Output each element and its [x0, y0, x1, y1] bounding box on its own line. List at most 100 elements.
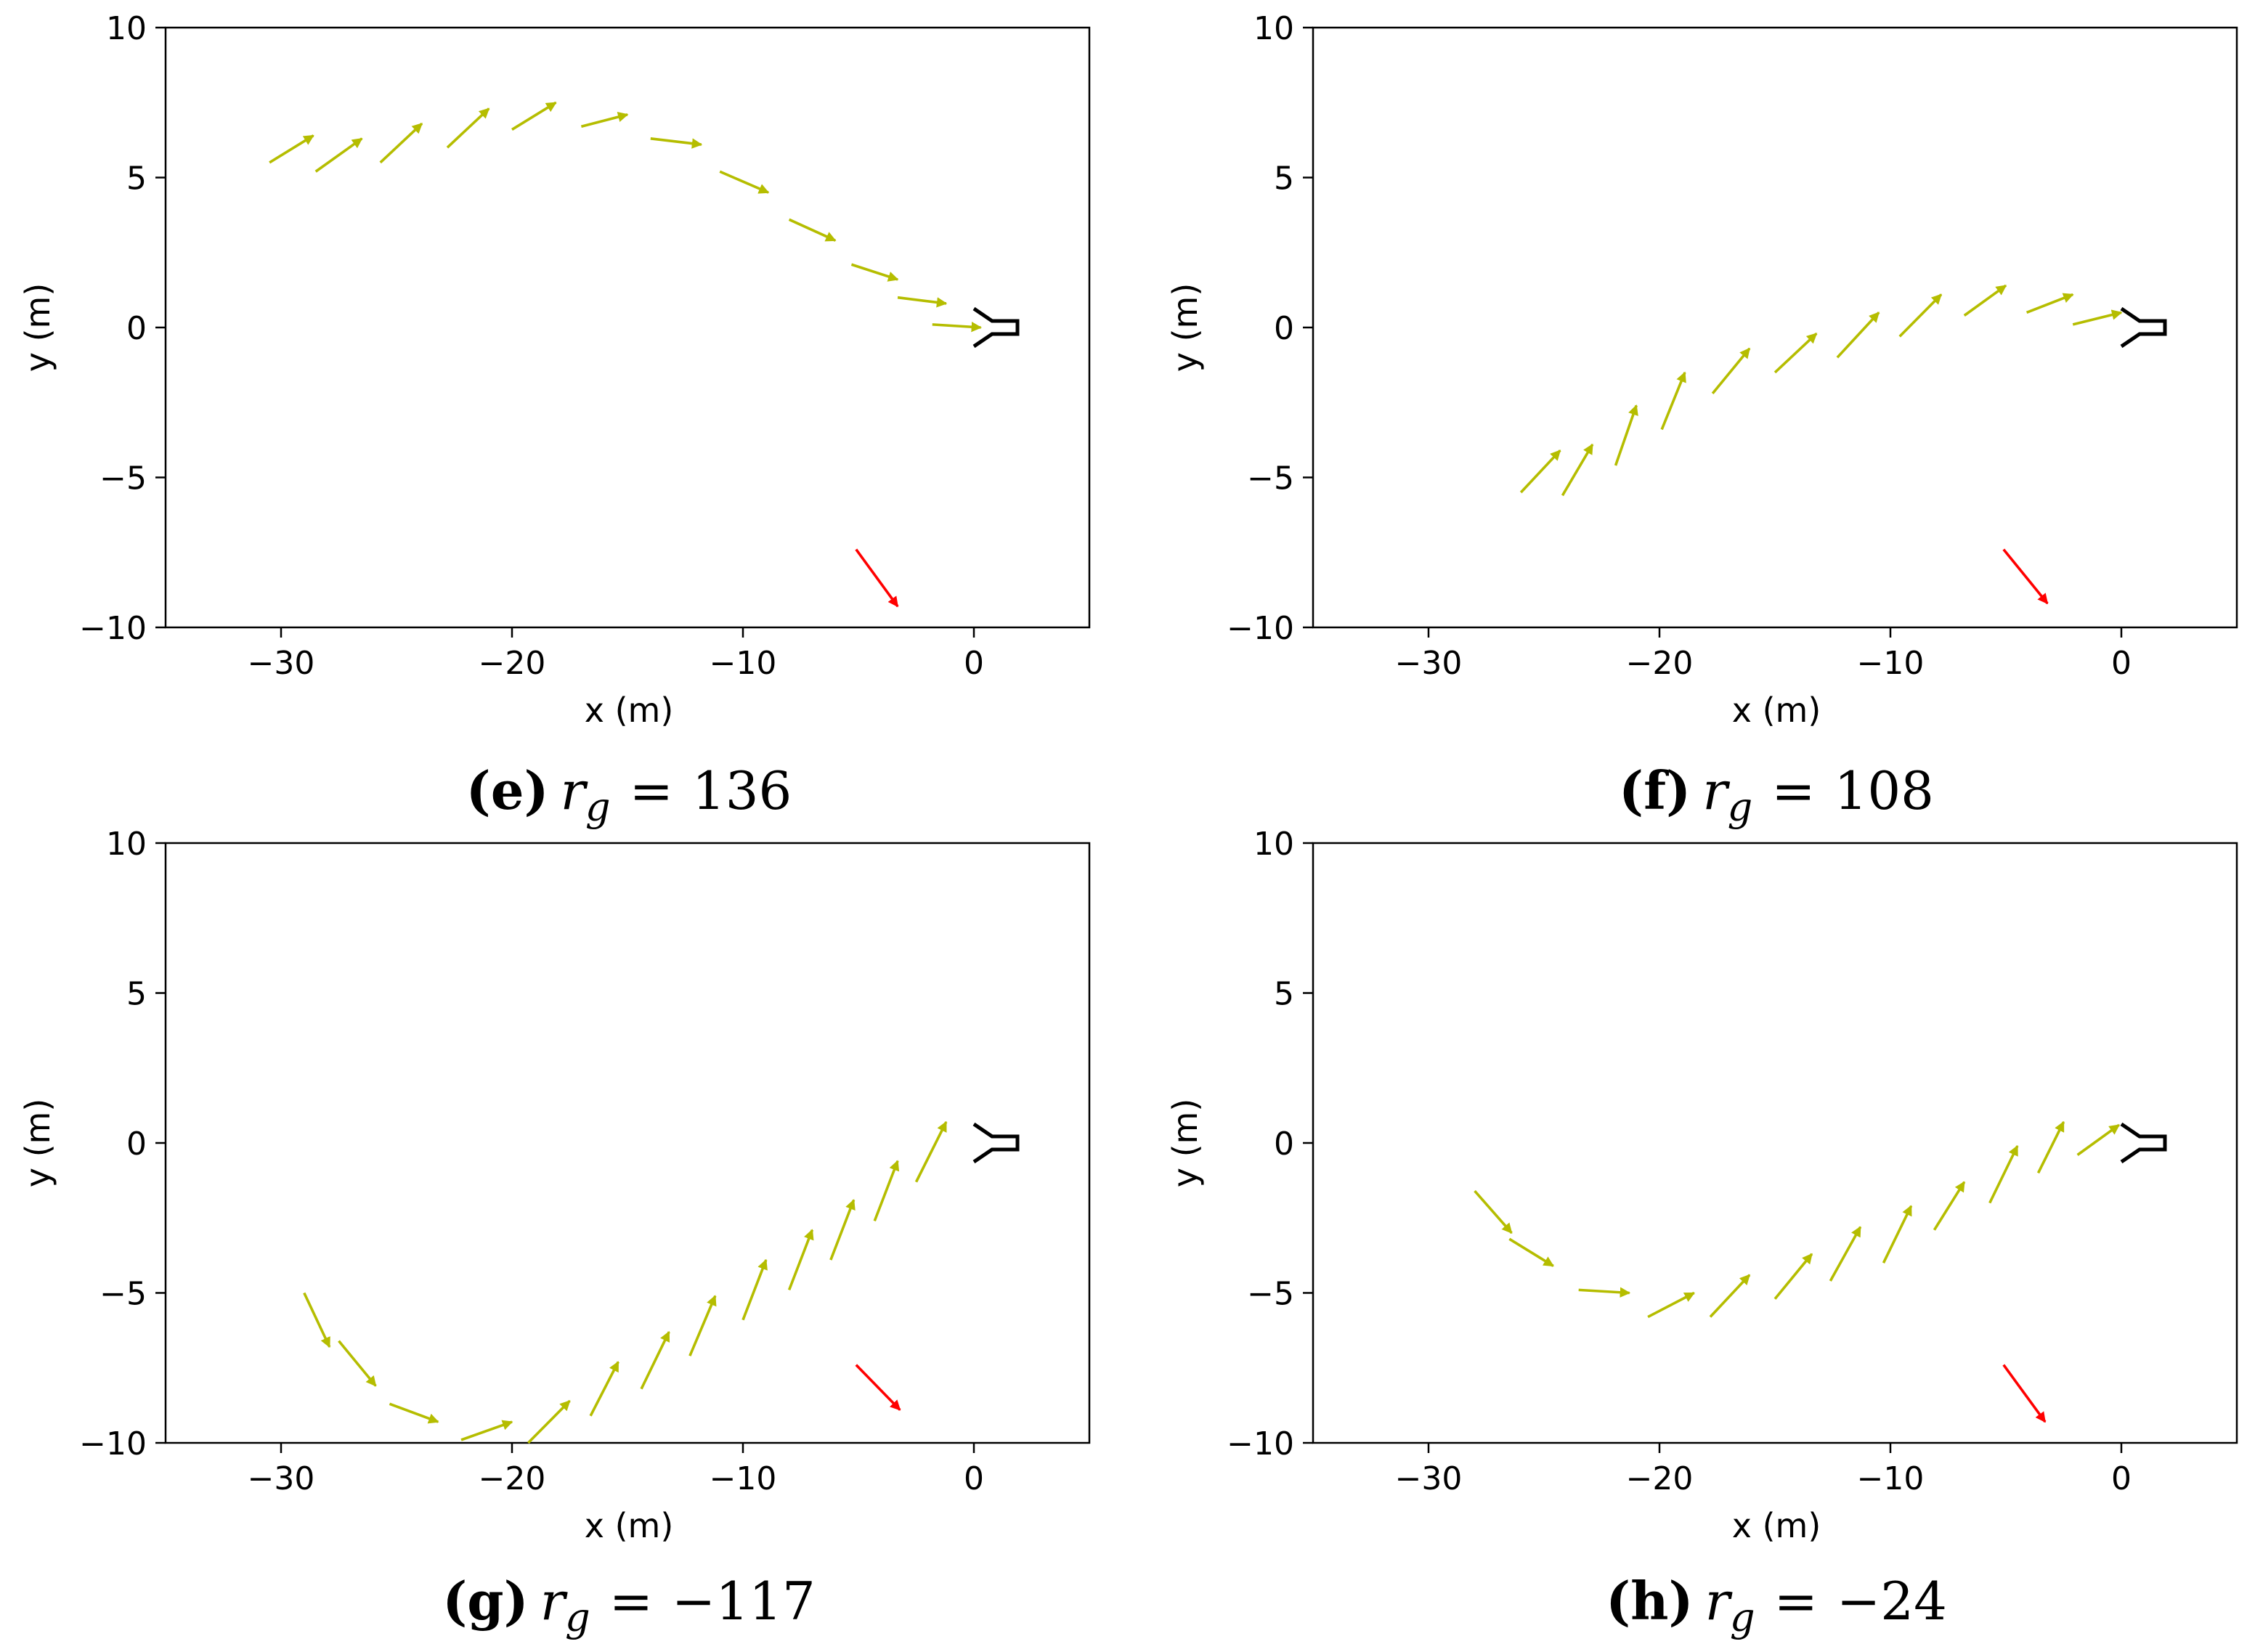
trajectory-arrow [511, 101, 557, 131]
target-arrow [2002, 548, 2049, 605]
caption-equals: = [1771, 760, 1815, 821]
x-tick-label: −20 [479, 645, 546, 682]
axes-frame [164, 26, 1091, 629]
caption-var: r [1705, 1571, 1733, 1632]
y-tick-label: −10 [79, 610, 147, 647]
trajectory-arrow [2036, 1120, 2065, 1174]
caption-value: −24 [1837, 1571, 1947, 1632]
panel-caption: (h) rg = −24 [1606, 1570, 1947, 1640]
target-arrow [855, 1364, 901, 1411]
caption-close: ) [504, 1570, 529, 1632]
trajectory-arrow [2072, 309, 2123, 326]
caption-equals: = [609, 1571, 653, 1632]
trajectory-arrow [527, 1399, 571, 1444]
caption-sub: g [565, 1595, 590, 1640]
vehicle-marker [972, 306, 1020, 349]
y-tick-label: 5 [126, 976, 147, 1013]
y-tick-label: −5 [1247, 1276, 1294, 1313]
caption-var: r [540, 1571, 568, 1632]
panel-e: −30 −20 −10 0 −10 −5 0 5 10 x (m) y (m) (e) rg = 136 [18, 10, 1091, 830]
trajectory-arrow [688, 1295, 717, 1356]
caption-sub: g [585, 784, 611, 830]
x-tick-label: −10 [1857, 1460, 1925, 1497]
trajectory-arrow [1711, 347, 1751, 395]
caption-var: r [561, 760, 588, 821]
trajectory-arrow [314, 137, 363, 173]
trajectory-arrow [640, 1330, 670, 1390]
caption-open: ( [466, 760, 491, 821]
trajectory-arrow [1474, 1189, 1513, 1234]
x-tick-label: −30 [1395, 645, 1463, 682]
trajectory-arrow [1988, 1144, 2019, 1204]
y-tick-label: −5 [1247, 460, 1294, 497]
y-tick-label: 0 [126, 1126, 147, 1163]
caption-equals: = [630, 760, 673, 821]
x-axis-label: x (m) [1732, 1506, 1821, 1545]
trajectory-arrow [829, 1199, 856, 1261]
trajectory-arrow [379, 122, 423, 164]
y-axis-label: y (m) [1166, 1099, 1205, 1188]
target-arrow [2002, 1364, 2047, 1423]
trajectory-arrow [1773, 1253, 1813, 1300]
y-tick-label: 0 [1274, 310, 1294, 347]
x-tick-label: −20 [1626, 1460, 1694, 1497]
y-tick-label: −10 [1227, 1425, 1294, 1462]
trajectory-arrow [303, 1292, 331, 1348]
x-tick-label: −10 [710, 645, 777, 682]
caption-sub: g [1730, 1595, 1755, 1640]
trajectory-arrow [1933, 1181, 1966, 1231]
y-tick-label: −10 [79, 1425, 147, 1462]
caption-value: 108 [1834, 760, 1934, 821]
trajectory-arrow [269, 134, 314, 164]
trajectory-arrow [741, 1258, 768, 1321]
trajectory-arrow [1829, 1226, 1862, 1282]
x-axis-label: x (m) [585, 1506, 674, 1545]
trajectory-arrow [1836, 312, 1880, 359]
trajectory-arrow [914, 1120, 948, 1183]
trajectory-arrow [1647, 1291, 1695, 1319]
x-tick-label: −20 [479, 1460, 546, 1497]
trajectory-arrow [1709, 1274, 1751, 1318]
x-tick-label: −30 [1395, 1460, 1463, 1497]
trajectory-arrow [580, 112, 629, 129]
trajectory-arrow [1773, 332, 1818, 374]
y-tick-label: 5 [126, 160, 147, 198]
trajectory-arrow [1578, 1287, 1631, 1298]
x-tick-label: 0 [2111, 645, 2132, 682]
target-arrow [855, 548, 899, 608]
caption-sub: g [1728, 784, 1753, 830]
axes-frame [164, 842, 1091, 1444]
axes-frame [1312, 26, 2238, 629]
trajectory-arrow [1882, 1205, 1913, 1264]
y-tick-label: 0 [1274, 1126, 1294, 1163]
x-tick-label: 0 [964, 645, 984, 682]
x-tick-label: −30 [248, 645, 315, 682]
caption-var: r [1702, 760, 1730, 821]
panel-caption: (e) rg = 136 [466, 760, 792, 830]
trajectory-arrow [897, 296, 948, 308]
caption-open: ( [442, 1570, 467, 1632]
trajectory-arrow [850, 263, 899, 282]
trajectory-arrow [446, 107, 490, 149]
y-axis-label: y (m) [18, 283, 57, 373]
caption-value: 136 [692, 760, 792, 821]
y-tick-label: 5 [1274, 160, 1294, 198]
trajectory-arrow [1963, 284, 2007, 317]
y-axis-label: y (m) [1166, 283, 1205, 373]
panel-caption: (f) rg = 108 [1619, 760, 1934, 830]
trajectory-arrow [460, 1420, 513, 1441]
caption-close: ) [1669, 1570, 1694, 1632]
caption-letter: g [467, 1570, 503, 1632]
caption-open: ( [1619, 760, 1643, 821]
caption-value: −117 [672, 1571, 816, 1632]
trajectory-arrow [1660, 371, 1686, 431]
trajectory-arrow [389, 1402, 439, 1424]
vehicle-marker [2120, 1122, 2167, 1164]
trajectory-arrow [338, 1340, 377, 1387]
caption-letter: h [1630, 1570, 1668, 1632]
trajectory-arrow [873, 1160, 900, 1222]
trajectory-arrow [932, 322, 982, 333]
trajectory-arrow [1508, 1237, 1554, 1267]
y-axis-label: y (m) [18, 1099, 57, 1188]
